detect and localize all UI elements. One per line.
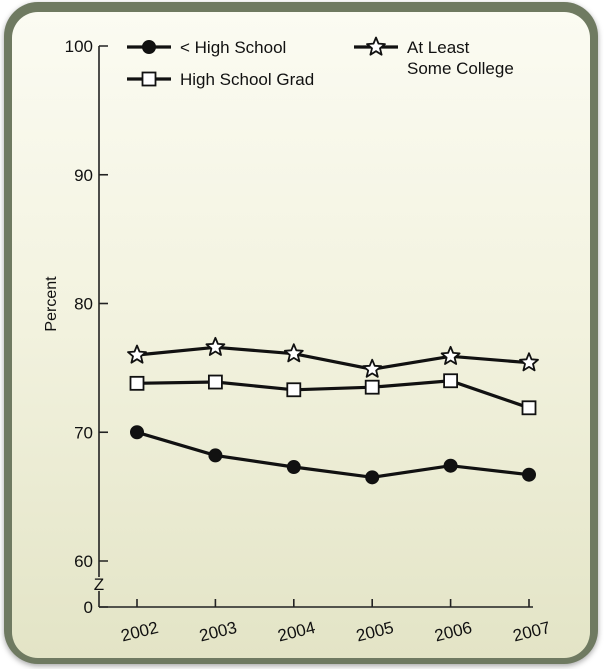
legend-label: < High School bbox=[180, 38, 286, 57]
data-point bbox=[130, 425, 144, 440]
y-tick-label: 80 bbox=[74, 295, 93, 314]
data-point bbox=[443, 458, 458, 473]
data-point bbox=[205, 336, 226, 356]
data-point bbox=[519, 352, 539, 372]
y-tick-label: 60 bbox=[74, 552, 93, 571]
data-point bbox=[521, 400, 537, 416]
series-line-2 bbox=[136, 345, 530, 371]
y-tick-label: 90 bbox=[74, 166, 93, 185]
x-tick-label: 2005 bbox=[354, 618, 395, 646]
legend-marker bbox=[366, 36, 386, 56]
y-tick-label: 70 bbox=[74, 423, 93, 442]
x-tick-label: 2006 bbox=[433, 618, 474, 646]
series-line-1 bbox=[136, 379, 530, 410]
x-tick-label: 2007 bbox=[511, 618, 552, 646]
data-point bbox=[443, 373, 459, 389]
data-point bbox=[207, 374, 223, 390]
data-point bbox=[522, 467, 536, 482]
legend-label: High School Grad bbox=[180, 70, 314, 89]
data-point bbox=[362, 358, 383, 378]
chart-panel: Z 100 90 80 70 60 0 2002 2003 2004 2005 2006 2007 Per… bbox=[12, 12, 590, 658]
x-tick-label: 2004 bbox=[276, 618, 317, 646]
data-point bbox=[286, 382, 302, 398]
data-point bbox=[283, 343, 304, 363]
data-point bbox=[365, 470, 380, 485]
data-point bbox=[286, 460, 301, 475]
x-tick-label: 2002 bbox=[119, 618, 160, 646]
data-point bbox=[208, 448, 223, 463]
legend-label: At Least bbox=[407, 38, 470, 57]
data-point bbox=[129, 375, 145, 391]
legend-label: Some College bbox=[407, 59, 514, 78]
data-point bbox=[440, 345, 461, 365]
line-chart: Z 100 90 80 70 60 0 2002 2003 2004 2005 2006 2007 Per… bbox=[43, 36, 552, 646]
y-tick-label: 0 bbox=[84, 598, 93, 617]
chart-card-frame: Z 100 90 80 70 60 0 2002 2003 2004 2005 2006 2007 Per… bbox=[4, 2, 598, 664]
x-tick-label: 2003 bbox=[197, 618, 238, 646]
y-axis-break-symbol: Z bbox=[94, 575, 104, 594]
data-point bbox=[127, 344, 147, 364]
legend-marker bbox=[142, 40, 156, 54]
y-tick-label: 100 bbox=[65, 37, 93, 56]
data-point bbox=[364, 379, 380, 395]
y-axis-title: Percent bbox=[43, 276, 60, 332]
series-line-0 bbox=[136, 430, 530, 479]
legend-marker bbox=[141, 71, 157, 87]
